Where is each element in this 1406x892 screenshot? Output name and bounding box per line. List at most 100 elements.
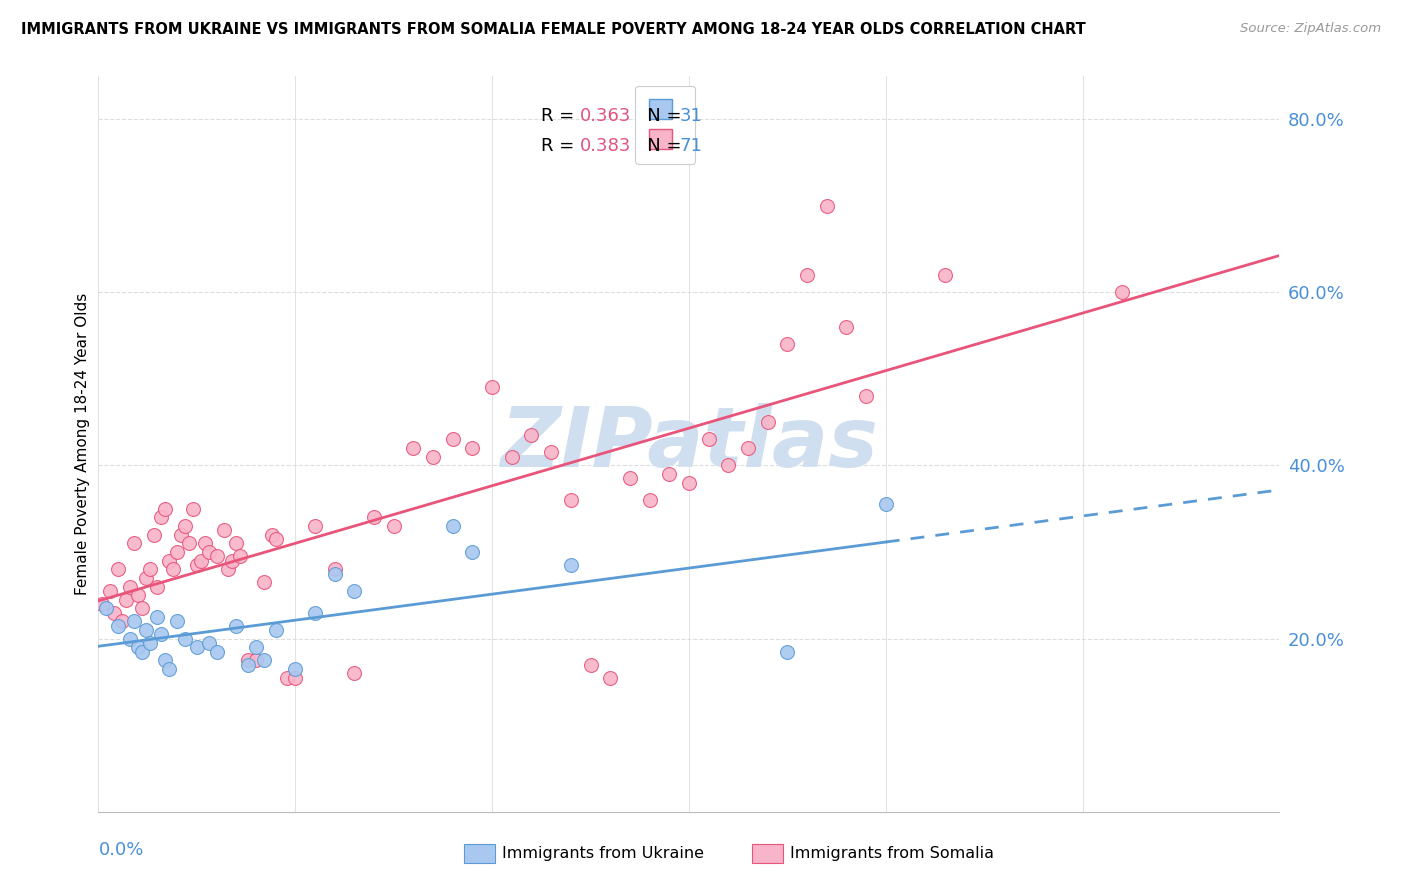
Point — [441, 433, 464, 447]
Point — [205, 549, 228, 564]
Point — [186, 640, 208, 655]
Point — [1111, 285, 1133, 300]
Point — [560, 558, 582, 572]
Point — [96, 601, 118, 615]
Point — [540, 445, 562, 459]
Point — [284, 671, 307, 685]
Point — [737, 441, 759, 455]
Point — [245, 640, 267, 655]
Point — [194, 536, 217, 550]
Point — [217, 562, 239, 576]
Point — [560, 493, 582, 508]
Point — [122, 614, 145, 628]
Point — [658, 467, 681, 481]
Point — [225, 536, 247, 550]
Point — [118, 580, 141, 594]
Point — [276, 671, 298, 685]
Legend: , : , — [636, 86, 696, 163]
Text: R =: R = — [541, 107, 581, 125]
Point — [236, 657, 259, 672]
Point — [174, 519, 197, 533]
Y-axis label: Female Poverty Among 18-24 Year Olds: Female Poverty Among 18-24 Year Olds — [75, 293, 90, 595]
Point — [146, 580, 169, 594]
Point — [441, 519, 464, 533]
Point — [855, 389, 877, 403]
Point — [157, 662, 180, 676]
Point — [678, 475, 700, 490]
Point — [253, 575, 276, 590]
Point — [162, 562, 184, 576]
Point — [177, 536, 200, 550]
Point — [155, 653, 177, 667]
Point — [323, 562, 346, 576]
Point — [98, 583, 121, 598]
Text: 31: 31 — [679, 107, 703, 125]
Point — [150, 510, 173, 524]
Point — [599, 671, 621, 685]
Point — [284, 662, 307, 676]
Point — [127, 640, 149, 655]
Point — [481, 380, 503, 394]
Point — [205, 644, 228, 658]
Point — [103, 606, 125, 620]
Point — [157, 554, 180, 568]
Point — [91, 597, 114, 611]
Point — [304, 606, 326, 620]
Point — [260, 527, 283, 541]
Point — [245, 653, 267, 667]
Point — [402, 441, 425, 455]
Point — [756, 415, 779, 429]
Point — [796, 268, 818, 282]
Point — [229, 549, 252, 564]
Point — [118, 632, 141, 646]
Point — [166, 614, 188, 628]
Text: IMMIGRANTS FROM UKRAINE VS IMMIGRANTS FROM SOMALIA FEMALE POVERTY AMONG 18-24 YE: IMMIGRANTS FROM UKRAINE VS IMMIGRANTS FR… — [21, 22, 1085, 37]
Point — [107, 618, 129, 632]
Point — [934, 268, 956, 282]
Point — [166, 545, 188, 559]
Point — [520, 428, 543, 442]
Point — [815, 199, 838, 213]
Point — [138, 636, 160, 650]
Point — [776, 337, 799, 351]
Point — [363, 510, 385, 524]
Point — [181, 501, 204, 516]
Point — [619, 471, 641, 485]
Point — [461, 545, 484, 559]
Point — [146, 610, 169, 624]
Point — [190, 554, 212, 568]
Point — [638, 493, 661, 508]
Point — [422, 450, 444, 464]
Point — [155, 501, 177, 516]
Point — [131, 644, 153, 658]
Point — [214, 524, 236, 538]
Text: 71: 71 — [679, 136, 703, 154]
Point — [197, 636, 219, 650]
Point — [579, 657, 602, 672]
Text: 0.363: 0.363 — [581, 107, 631, 125]
Point — [343, 583, 366, 598]
Point — [186, 558, 208, 572]
Text: Immigrants from Somalia: Immigrants from Somalia — [790, 847, 994, 861]
Point — [501, 450, 523, 464]
Point — [122, 536, 145, 550]
Point — [264, 532, 287, 546]
Point — [323, 566, 346, 581]
Point — [107, 562, 129, 576]
Text: Source: ZipAtlas.com: Source: ZipAtlas.com — [1240, 22, 1381, 36]
Point — [150, 627, 173, 641]
Text: 0.383: 0.383 — [581, 136, 631, 154]
Text: R =: R = — [541, 136, 581, 154]
Point — [127, 588, 149, 602]
Point — [343, 666, 366, 681]
Point — [697, 433, 720, 447]
Point — [304, 519, 326, 533]
Point — [111, 614, 134, 628]
Point — [236, 653, 259, 667]
Text: Immigrants from Ukraine: Immigrants from Ukraine — [502, 847, 704, 861]
Text: 0.0%: 0.0% — [98, 841, 143, 859]
Point — [115, 592, 138, 607]
Text: N =: N = — [630, 107, 688, 125]
Point — [875, 497, 897, 511]
Point — [135, 623, 157, 637]
